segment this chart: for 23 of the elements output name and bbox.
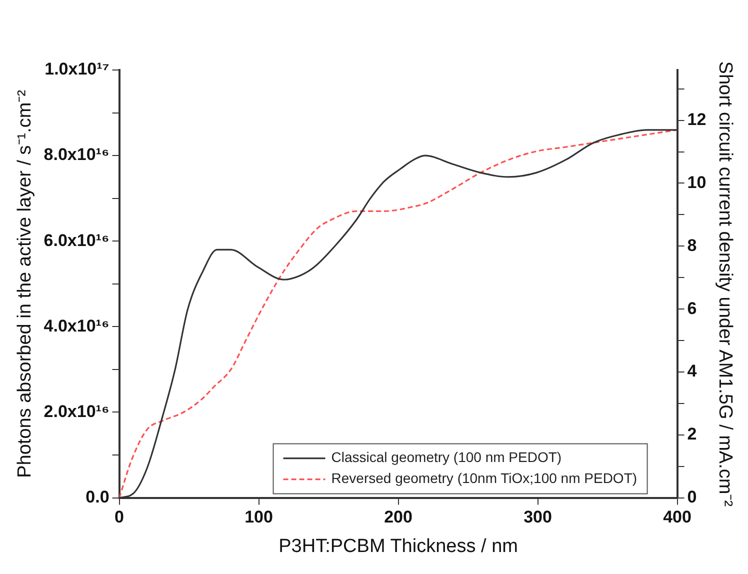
x-tick-label: 300 xyxy=(524,508,552,527)
y2-tick-label: 4 xyxy=(687,362,698,381)
y2-tick-label: 2 xyxy=(687,424,697,444)
y-tick-label: 6.0x10¹⁶ xyxy=(44,230,110,250)
legend-label: Reversed geometry (10nm TiOx;100 nm PEDOT) xyxy=(331,470,638,486)
y2-tick-label: 6 xyxy=(687,298,697,318)
y-tick-label: 8.0x10¹⁶ xyxy=(44,145,110,164)
y2-tick-label: 8 xyxy=(687,236,697,255)
y2-axis-title: Short circuit current density under AM1.5G / mA.cm⁻² xyxy=(714,61,736,507)
y-tick-label: 2.0x10¹⁶ xyxy=(44,402,110,421)
legend-label: Classical geometry (100 nm PEDOT) xyxy=(331,449,562,466)
x-tick-label: 0 xyxy=(114,508,124,527)
x-tick-label: 200 xyxy=(384,508,412,527)
x-axis-title: P3HT:PCBM Thickness / nm xyxy=(278,536,518,557)
y-tick-label: 0.0 xyxy=(86,487,110,506)
y2-tick-label: 10 xyxy=(687,172,706,192)
x-tick-label: 100 xyxy=(244,508,273,527)
y-tick-label: 1.0x10¹⁷ xyxy=(44,60,110,79)
y2-tick-label: 0 xyxy=(687,487,697,506)
y-tick-label: 4.0x10¹⁶ xyxy=(44,316,110,336)
y2-tick-label: 12 xyxy=(687,110,706,130)
y-axis-title: Photons absorbed in the active layer / s⁻¹.cm⁻² xyxy=(14,90,36,478)
x-tick-label: 400 xyxy=(663,508,692,527)
